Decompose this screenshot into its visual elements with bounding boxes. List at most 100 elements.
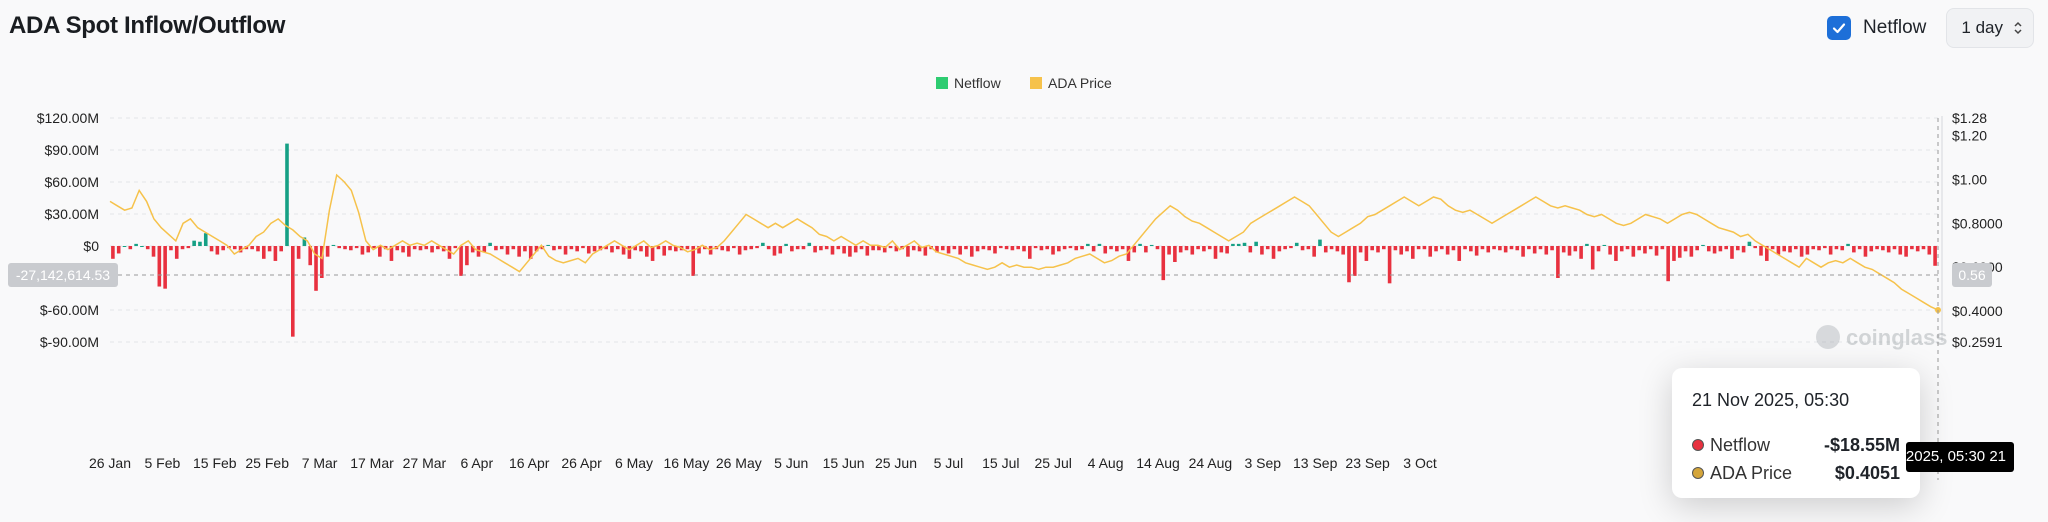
x-tick-label-22: 3 Sep	[1245, 455, 1282, 471]
netflow-bar	[203, 233, 208, 246]
netflow-bar	[1202, 246, 1206, 252]
netflow-bar	[308, 246, 313, 266]
netflow-bar	[627, 246, 632, 259]
y-left-tick-2: $60.00M	[45, 174, 99, 190]
netflow-bar	[1120, 246, 1125, 250]
netflow-bar	[1329, 246, 1334, 250]
netflow-bar	[685, 246, 690, 250]
netflow-bar	[842, 246, 846, 254]
netflow-bar	[296, 246, 301, 259]
netflow-bar	[894, 246, 899, 252]
netflow-chart[interactable]: Netflow ADA Price $120.00M$90.00M$60.00M$…	[0, 60, 2048, 517]
netflow-bar	[447, 246, 452, 259]
netflow-bar	[1596, 246, 1601, 252]
y-right-tick-6: $0.2591	[1952, 334, 2003, 350]
netflow-bar	[285, 143, 289, 246]
tooltip-netflow-value: -$18.55M	[1823, 434, 1900, 455]
hover-y-right-box	[1952, 262, 1992, 287]
netflow-checkbox[interactable]	[1827, 16, 1852, 40]
netflow-bar	[261, 246, 266, 259]
netflow-bar	[1248, 246, 1253, 253]
netflow-bar	[1550, 246, 1554, 251]
y-right-tick-3: $0.8000	[1952, 215, 2003, 231]
x-tick-label-0: 26 Jan	[89, 455, 131, 471]
netflow-bar	[151, 246, 156, 257]
netflow-bar	[790, 246, 794, 252]
netflow-bar	[1144, 246, 1148, 253]
netflow-bar	[1393, 246, 1398, 251]
interval-select-value: 1 day	[1961, 18, 2003, 37]
y-left-tick-5: $-60.00M	[40, 302, 99, 318]
netflow-bar	[586, 246, 591, 254]
netflow-bar	[1706, 246, 1711, 252]
netflow-bar	[1892, 246, 1897, 250]
x-tick-label-6: 27 Mar	[403, 455, 447, 471]
y-left-tick-6: $-90.00M	[40, 334, 99, 350]
netflow-bar	[1660, 246, 1665, 250]
tooltip-row-price: ADA Price $0.4051	[1692, 459, 1900, 487]
x-tick-label-11: 16 May	[663, 455, 709, 471]
tooltip-price-label: ADA Price	[1710, 462, 1793, 483]
price-hover-point	[1935, 306, 1941, 313]
hover-y-right-label: 0.56	[1958, 267, 1985, 283]
netflow-bar	[604, 246, 608, 250]
netflow-bar	[1155, 246, 1160, 250]
netflow-bar	[1654, 246, 1659, 256]
netflow-bar	[1364, 246, 1369, 261]
netflow-bar	[1254, 241, 1258, 246]
netflow-bar	[1405, 246, 1409, 252]
price-dot-icon	[1692, 467, 1704, 479]
netflow-bar	[911, 246, 916, 251]
netflow-bar	[1440, 246, 1444, 250]
netflow-bar	[343, 246, 347, 250]
netflow-bar	[163, 246, 167, 289]
netflow-bar	[349, 246, 353, 251]
netflow-bar	[1178, 246, 1183, 253]
netflow-bar	[1080, 246, 1084, 250]
netflow-bar	[1863, 246, 1868, 257]
netflow-bar	[1411, 246, 1415, 259]
netflow-bar	[592, 246, 597, 252]
netflow-bar	[1492, 246, 1496, 250]
x-tick-label-2: 15 Feb	[193, 455, 237, 471]
netflow-toggle-label[interactable]: Netflow	[1863, 17, 1927, 38]
netflow-bar	[1004, 246, 1009, 250]
netflow-bar	[946, 246, 951, 254]
interval-select[interactable]: 1 day	[1946, 8, 2034, 48]
legend-label-1: ADA Price	[1048, 75, 1112, 91]
x-tick-label-23: 13 Sep	[1293, 455, 1338, 471]
chart-area[interactable]: Netflow ADA Price $120.00M $90.00M $60.00M $…	[0, 60, 2048, 517]
netflow-bar	[674, 246, 678, 252]
x-tick-label-9: 26 Apr	[561, 455, 602, 471]
netflow-bar	[1028, 246, 1032, 259]
netflow-bar	[186, 246, 191, 249]
x-axis: 26 Jan 5 Feb 15 Feb 25 Feb 7 Mar 17 Mar 27 Mar…	[89, 455, 1437, 471]
netflow-bar	[1062, 246, 1067, 250]
netflow-bar	[1289, 246, 1293, 249]
netflow-bar	[1817, 246, 1821, 251]
x-tick-label-13: 5 Jun	[774, 455, 808, 471]
netflow-bar	[215, 246, 220, 255]
netflow-bar	[116, 246, 121, 254]
netflow-bar	[128, 246, 133, 250]
netflow-bar	[610, 246, 614, 253]
netflow-bar	[325, 246, 330, 257]
netflow-bar	[198, 241, 202, 246]
netflow-bar	[784, 243, 788, 246]
netflow-bar	[1927, 246, 1932, 255]
netflow-bar	[1881, 246, 1885, 251]
netflow-bar	[395, 246, 400, 251]
netflow-bar	[1712, 246, 1717, 254]
netflow-bar	[238, 246, 243, 253]
netflow-bar	[1445, 246, 1450, 255]
netflow-bar	[1782, 246, 1787, 252]
netflow-bar	[1213, 246, 1218, 259]
netflow-bar	[354, 246, 359, 249]
netflow-bar	[958, 246, 962, 255]
netflow-bar	[267, 246, 272, 252]
netflow-bar	[1805, 246, 1810, 255]
netflow-bar	[1846, 243, 1850, 246]
netflow-bar	[801, 246, 806, 250]
netflow-bar	[1422, 246, 1427, 250]
y-right-tick-2: $1.00	[1952, 171, 1987, 187]
